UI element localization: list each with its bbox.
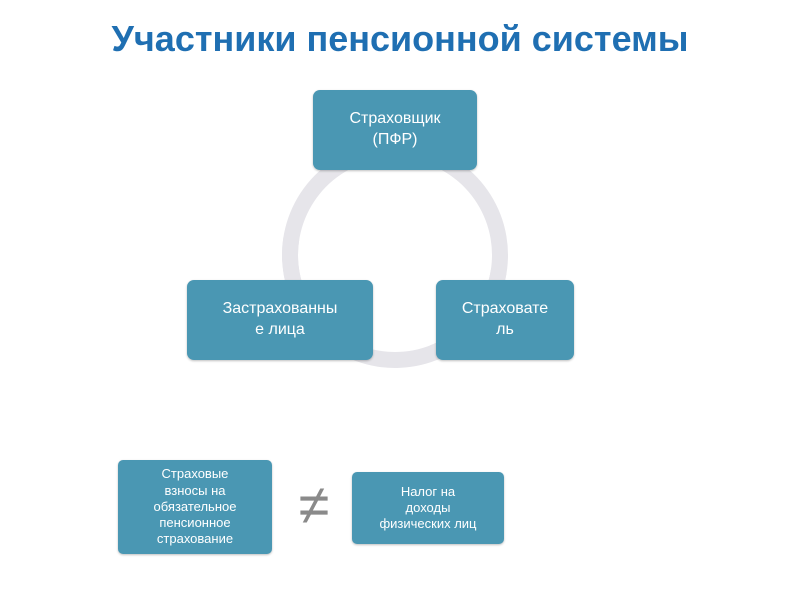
cycle-diagram: Страховщик (ПФР) Страховате ль Застрахов… [282,142,508,368]
cycle-node-insurer: Страховщик (ПФР) [313,90,477,170]
not-equal-icon: ≠ [286,462,342,546]
bottom-box-tax: Налог на доходы физических лиц [352,472,504,544]
page-title: Участники пенсионной системы [0,18,800,60]
cycle-node-insured: Застрахованны е лица [187,280,373,360]
bottom-box-contributions: Страховые взносы на обязательное пенсион… [118,460,272,554]
cycle-node-policyholder: Страховате ль [436,280,574,360]
